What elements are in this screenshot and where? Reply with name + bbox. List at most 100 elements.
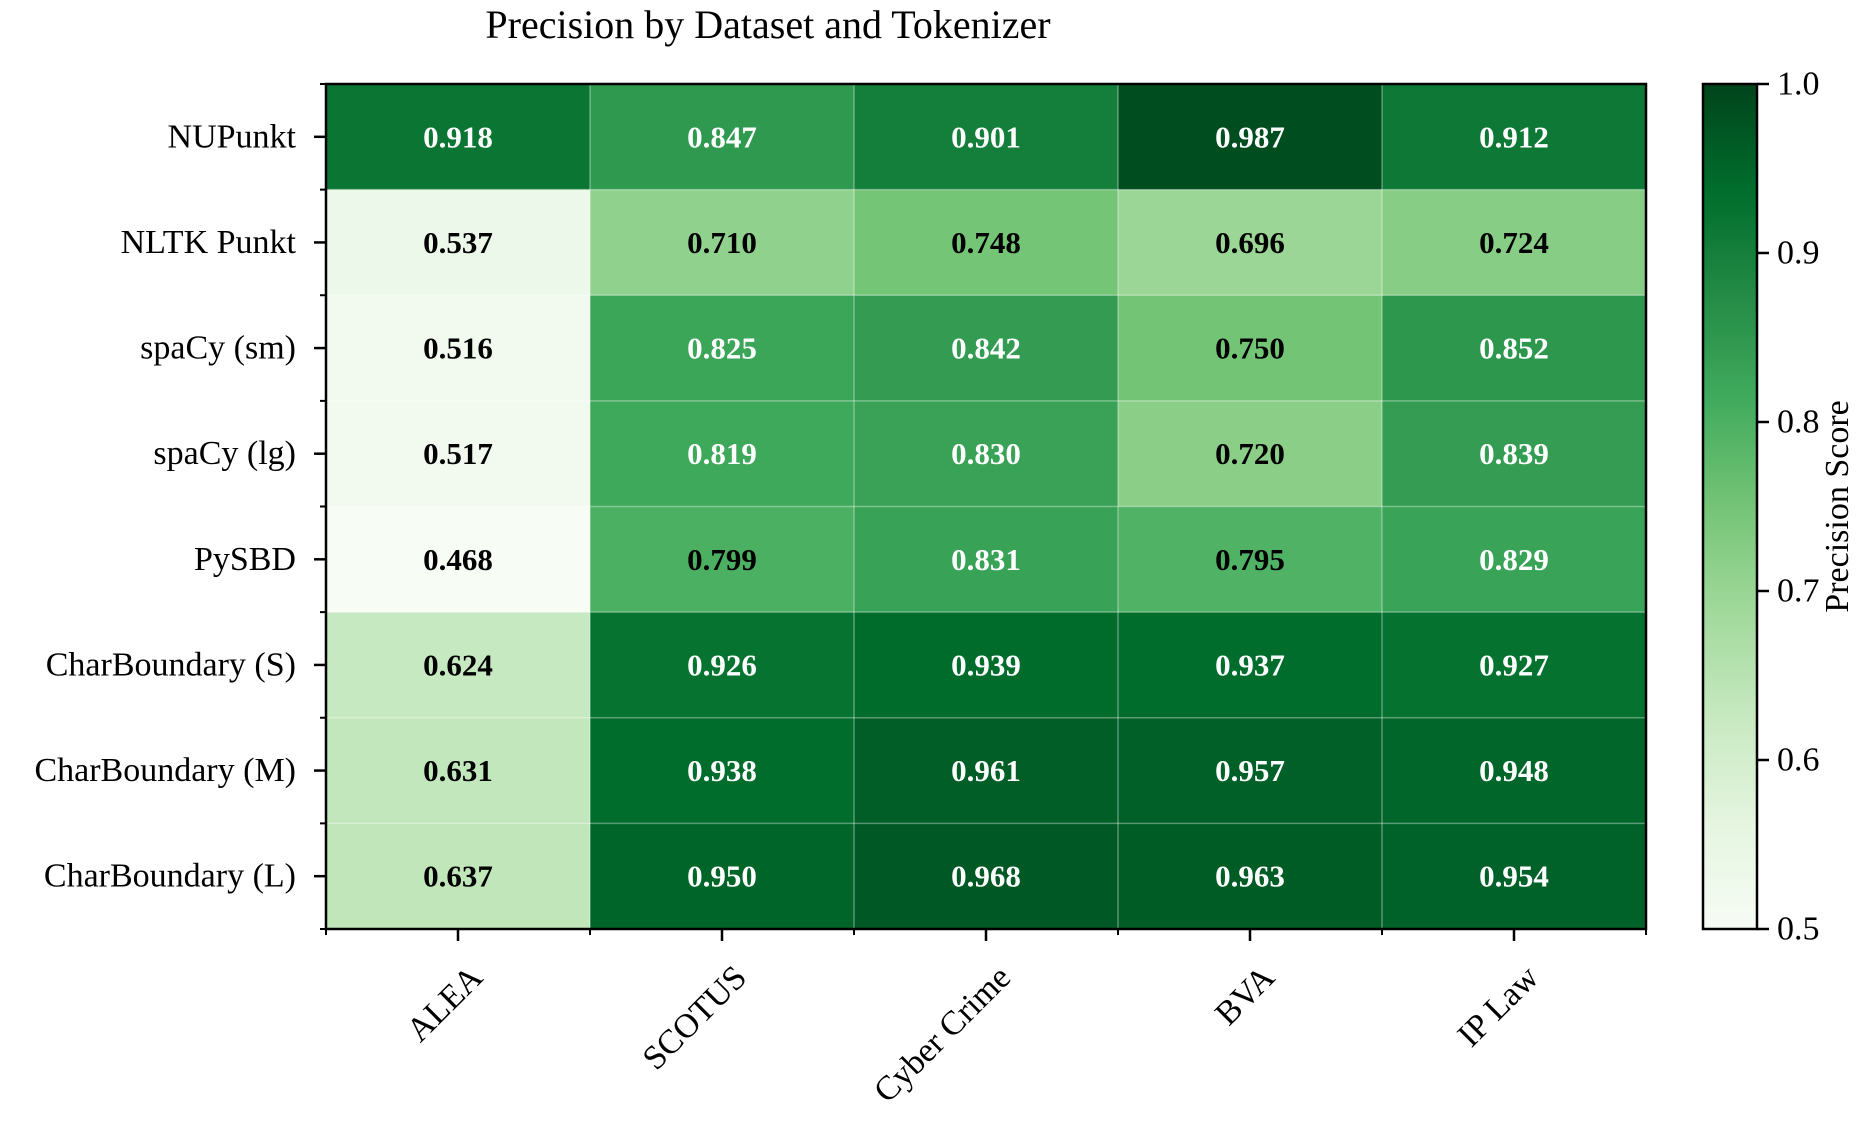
- x-axis: ALEA SCOTUS Cyber Crime BVA IP Law: [325, 929, 1647, 1110]
- cell-value-label: 0.948: [1479, 753, 1549, 788]
- y-tick-label: PySBD: [194, 541, 296, 578]
- heatmap-cell: [326, 506, 591, 613]
- heatmap-cell: [590, 189, 855, 296]
- colorbar: [1701, 82, 1759, 931]
- cell-value-label: 0.624: [423, 647, 493, 682]
- cell-value-label: 0.724: [1479, 225, 1549, 260]
- colorbar-tick-label: 0.6: [1777, 742, 1820, 779]
- cell-value-label: 0.852: [1479, 331, 1549, 366]
- colorbar-tick-label: 0.8: [1777, 404, 1820, 441]
- y-axis: NUPunkt NLTK Punkt spaCy (sm) spaCy (lg) PyS…: [34, 83, 326, 930]
- heatmap-cell: [854, 506, 1119, 613]
- heatmap-cell: [854, 612, 1119, 719]
- y-tick-label: spaCy (sm): [140, 330, 296, 367]
- heatmap-cell: [1118, 400, 1383, 507]
- cell-value-label: 0.468: [423, 542, 493, 577]
- x-tick-label: IP Law: [1451, 959, 1547, 1055]
- heatmap-cell: [854, 189, 1119, 296]
- heatmap-cell: [590, 84, 855, 191]
- heatmap-cell: [326, 823, 591, 930]
- heatmap-cell: [326, 400, 591, 507]
- heatmap-cell: [1118, 717, 1383, 824]
- heatmap-cell: [590, 717, 855, 824]
- cell-value-label: 0.963: [1215, 859, 1285, 894]
- heatmap-cell: [1382, 612, 1647, 719]
- cell-value-label: 0.748: [951, 225, 1021, 260]
- cell-value-label: 0.830: [951, 436, 1021, 471]
- cell-value-label: 0.516: [423, 331, 493, 366]
- heatmap-cell: [1118, 823, 1383, 930]
- cell-value-label: 0.968: [951, 859, 1021, 894]
- cell-value-label: 0.954: [1479, 859, 1549, 894]
- heatmap-cell: [1118, 84, 1383, 191]
- cell-value-label: 0.926: [687, 647, 757, 682]
- heatmap-cell: [590, 823, 855, 930]
- heatmap-cell: [1382, 189, 1647, 296]
- heatmap-cell: [854, 823, 1119, 930]
- heatmap-cell: [326, 295, 591, 402]
- colorbar-axis: 0.5 0.6 0.7 0.8 0.9 1.0: [1757, 66, 1820, 948]
- cell-value-label: 0.829: [1479, 542, 1549, 577]
- heatmap-cell: [1118, 506, 1383, 613]
- heatmap-grid: [326, 84, 1646, 929]
- cell-value-label: 0.750: [1215, 331, 1285, 366]
- heatmap-cell: [326, 84, 591, 191]
- cell-value-label: 0.720: [1215, 436, 1285, 471]
- heatmap-cell: [1382, 400, 1647, 507]
- x-tick-label: BVA: [1208, 959, 1282, 1033]
- heatmap-cell: [1382, 84, 1647, 191]
- heatmap-cell: [854, 84, 1119, 191]
- heatmap-cell: [1118, 612, 1383, 719]
- heatmap-cell: [854, 717, 1119, 824]
- heatmap-cell: [590, 295, 855, 402]
- heatmap-cell: [326, 189, 591, 296]
- heatmap-cell: [1382, 506, 1647, 613]
- cell-value-label: 0.987: [1215, 119, 1285, 154]
- y-tick-label: NLTK Punkt: [121, 224, 297, 261]
- heatmap-cell: [1118, 189, 1383, 296]
- cell-value-label: 0.918: [423, 119, 493, 154]
- heatmap-cells: [326, 84, 1647, 930]
- heatmap-cell: [590, 400, 855, 507]
- cell-value-label: 0.799: [687, 542, 757, 577]
- colorbar-tick-label: 0.9: [1777, 235, 1820, 272]
- colorbar-tick-label: 0.7: [1777, 573, 1820, 610]
- colorbar-tick-label: 1.0: [1777, 66, 1820, 103]
- x-tick-label: Cyber Crime: [867, 959, 1018, 1110]
- y-tick-label: CharBoundary (S): [46, 646, 296, 683]
- cell-value-label: 0.957: [1215, 753, 1285, 788]
- chart-title: Precision by Dataset and Tokenizer: [485, 2, 1050, 47]
- cell-value-label: 0.831: [951, 542, 1021, 577]
- cell-value-label: 0.819: [687, 436, 757, 471]
- heatmap-cell: [1382, 295, 1647, 402]
- cell-value-label: 0.901: [951, 119, 1021, 154]
- heatmap-cell: [326, 612, 591, 719]
- x-tick-label: ALEA: [400, 959, 491, 1050]
- y-tick-label: spaCy (lg): [153, 435, 296, 472]
- heatmap-cell: [1382, 717, 1647, 824]
- cell-value-label: 0.847: [687, 119, 757, 154]
- colorbar-tick-label: 0.5: [1777, 911, 1820, 948]
- heatmap-cell: [1118, 295, 1383, 402]
- y-tick-label: CharBoundary (L): [44, 858, 296, 895]
- heatmap-cell: [854, 400, 1119, 507]
- cell-value-label: 0.537: [423, 225, 493, 260]
- cell-value-label: 0.950: [687, 859, 757, 894]
- cell-value-label: 0.912: [1479, 119, 1549, 154]
- cell-value-label: 0.938: [687, 753, 757, 788]
- cell-value-label: 0.696: [1215, 225, 1285, 260]
- cell-value-label: 0.795: [1215, 542, 1285, 577]
- cell-value-label: 0.939: [951, 647, 1021, 682]
- heatmap-cell: [854, 295, 1119, 402]
- cell-value-label: 0.842: [951, 331, 1021, 366]
- cell-value-label: 0.631: [423, 753, 493, 788]
- cell-value-labels: 0.918 0.847 0.901 0.987 0.912 0.537 0.710 0.748…: [423, 119, 1549, 893]
- cell-value-label: 0.937: [1215, 647, 1285, 682]
- cell-value-label: 0.710: [687, 225, 757, 260]
- y-tick-label: NUPunkt: [168, 118, 297, 155]
- cell-value-label: 0.927: [1479, 647, 1549, 682]
- colorbar-label: Precision Score: [1819, 400, 1856, 612]
- x-tick-label: SCOTUS: [636, 959, 754, 1077]
- heatmap-cell: [590, 506, 855, 613]
